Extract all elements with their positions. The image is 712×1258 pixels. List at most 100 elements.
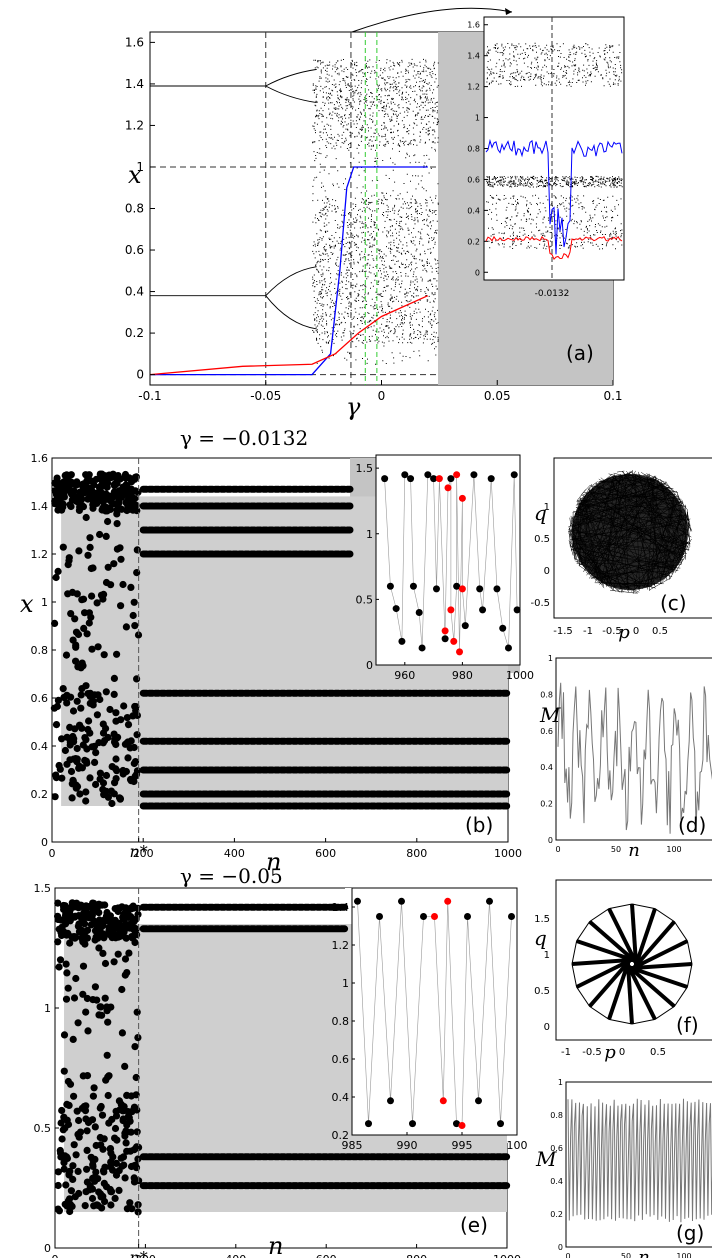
data-point (116, 544, 124, 552)
data-point (63, 1100, 71, 1108)
trajectory-chord (665, 481, 688, 510)
y-tick-label: 0.5 (34, 1122, 52, 1135)
data-point (74, 663, 82, 671)
black-point (441, 635, 449, 643)
red-curve (149, 295, 429, 376)
data-point (84, 1027, 92, 1035)
data-point (119, 1117, 127, 1125)
black-point (475, 1097, 482, 1105)
zoom-arrowhead (505, 8, 512, 15)
data-point (66, 1080, 75, 1088)
data-point (63, 471, 71, 479)
x-tick-label: n* (129, 1248, 147, 1258)
data-point (100, 496, 108, 504)
data-point (113, 650, 121, 658)
data-point (58, 923, 66, 931)
data-point (98, 470, 106, 478)
data-point (69, 1175, 77, 1183)
data-point (86, 487, 94, 495)
panel-e-xlabel: n (268, 1232, 283, 1258)
y-tick-label: 0.5 (534, 986, 550, 997)
data-point (83, 1127, 91, 1135)
data-point (101, 959, 110, 968)
data-point (73, 899, 81, 907)
x-tick-label: 980 (452, 669, 473, 682)
black-point (486, 897, 493, 905)
panel-g-content: 0 0.2 0.4 0.6 0.8 1 0 50 100 n (550, 1078, 712, 1258)
data-point (69, 1162, 77, 1170)
data-point (70, 1141, 78, 1149)
data-point (99, 739, 107, 747)
data-point (91, 907, 99, 915)
data-point (110, 958, 118, 966)
data-point (69, 1035, 77, 1043)
data-point (110, 674, 118, 683)
black-point (487, 475, 495, 483)
data-point (102, 578, 111, 587)
red-point (441, 627, 449, 635)
y-tick-label: -0.5 (530, 598, 550, 609)
data-point (102, 688, 110, 696)
inset-points (486, 42, 623, 250)
data-point (84, 1118, 93, 1127)
y-tick-label: 1 (136, 160, 144, 174)
data-point (93, 1201, 101, 1209)
y-tick-label: 1 (41, 596, 48, 609)
data-point (75, 912, 83, 920)
red-point (444, 484, 452, 492)
x-tick-label: -0.0132 (535, 289, 570, 299)
y-tick-label: 0.8 (540, 690, 553, 699)
data-point (133, 546, 141, 554)
x-tick-label: -0.5 (602, 626, 622, 637)
data-point (82, 471, 90, 479)
data-point (114, 933, 123, 941)
red-point (444, 897, 452, 905)
trajectory-chord (590, 481, 598, 488)
y-tick-label: 0.8 (550, 1111, 563, 1120)
data-point (74, 1019, 82, 1027)
x-axis-label: n (628, 840, 640, 861)
data-point (69, 707, 78, 715)
data-point (74, 1130, 82, 1138)
y-tick-label: 1 (544, 950, 550, 961)
black-point (470, 471, 478, 479)
panel-c-label: (c) (660, 591, 687, 615)
data-point (62, 1181, 70, 1189)
data-point (106, 912, 114, 920)
bifurcation-branch (150, 68, 317, 104)
data-point (92, 1168, 100, 1176)
data-point (111, 1194, 119, 1202)
y-tick-label: 1 (475, 114, 480, 123)
data-point (78, 926, 86, 934)
data-point (84, 551, 92, 559)
data-point (81, 920, 89, 928)
y-tick-label: 0.2 (550, 1210, 563, 1219)
black-point (392, 605, 400, 613)
data-point (72, 657, 80, 665)
data-point (96, 769, 104, 777)
y-tick-label: 0 (136, 368, 144, 382)
data-point (107, 1188, 116, 1196)
trajectory-chord (674, 555, 687, 573)
data-point (111, 1134, 119, 1142)
data-point (86, 729, 94, 737)
panel-e-title: γ = −0.05 (180, 864, 283, 888)
data-point (133, 1128, 141, 1136)
red-point (453, 471, 461, 479)
data-point (133, 1008, 141, 1016)
data-point (111, 1124, 120, 1133)
data-point (68, 588, 77, 597)
x-tick-label: -1 (583, 626, 593, 637)
data-point (58, 774, 66, 782)
y-tick-label: 0.6 (467, 175, 480, 184)
data-point (108, 934, 116, 942)
data-point (99, 785, 107, 794)
data-point (122, 1127, 130, 1135)
trajectory-chord (568, 530, 572, 551)
data-point (124, 1112, 133, 1120)
zoom-arrow (351, 7, 513, 33)
y-tick-label: 0.4 (550, 1177, 563, 1186)
x-tick-label: 0.05 (484, 389, 511, 403)
data-point (113, 479, 121, 488)
